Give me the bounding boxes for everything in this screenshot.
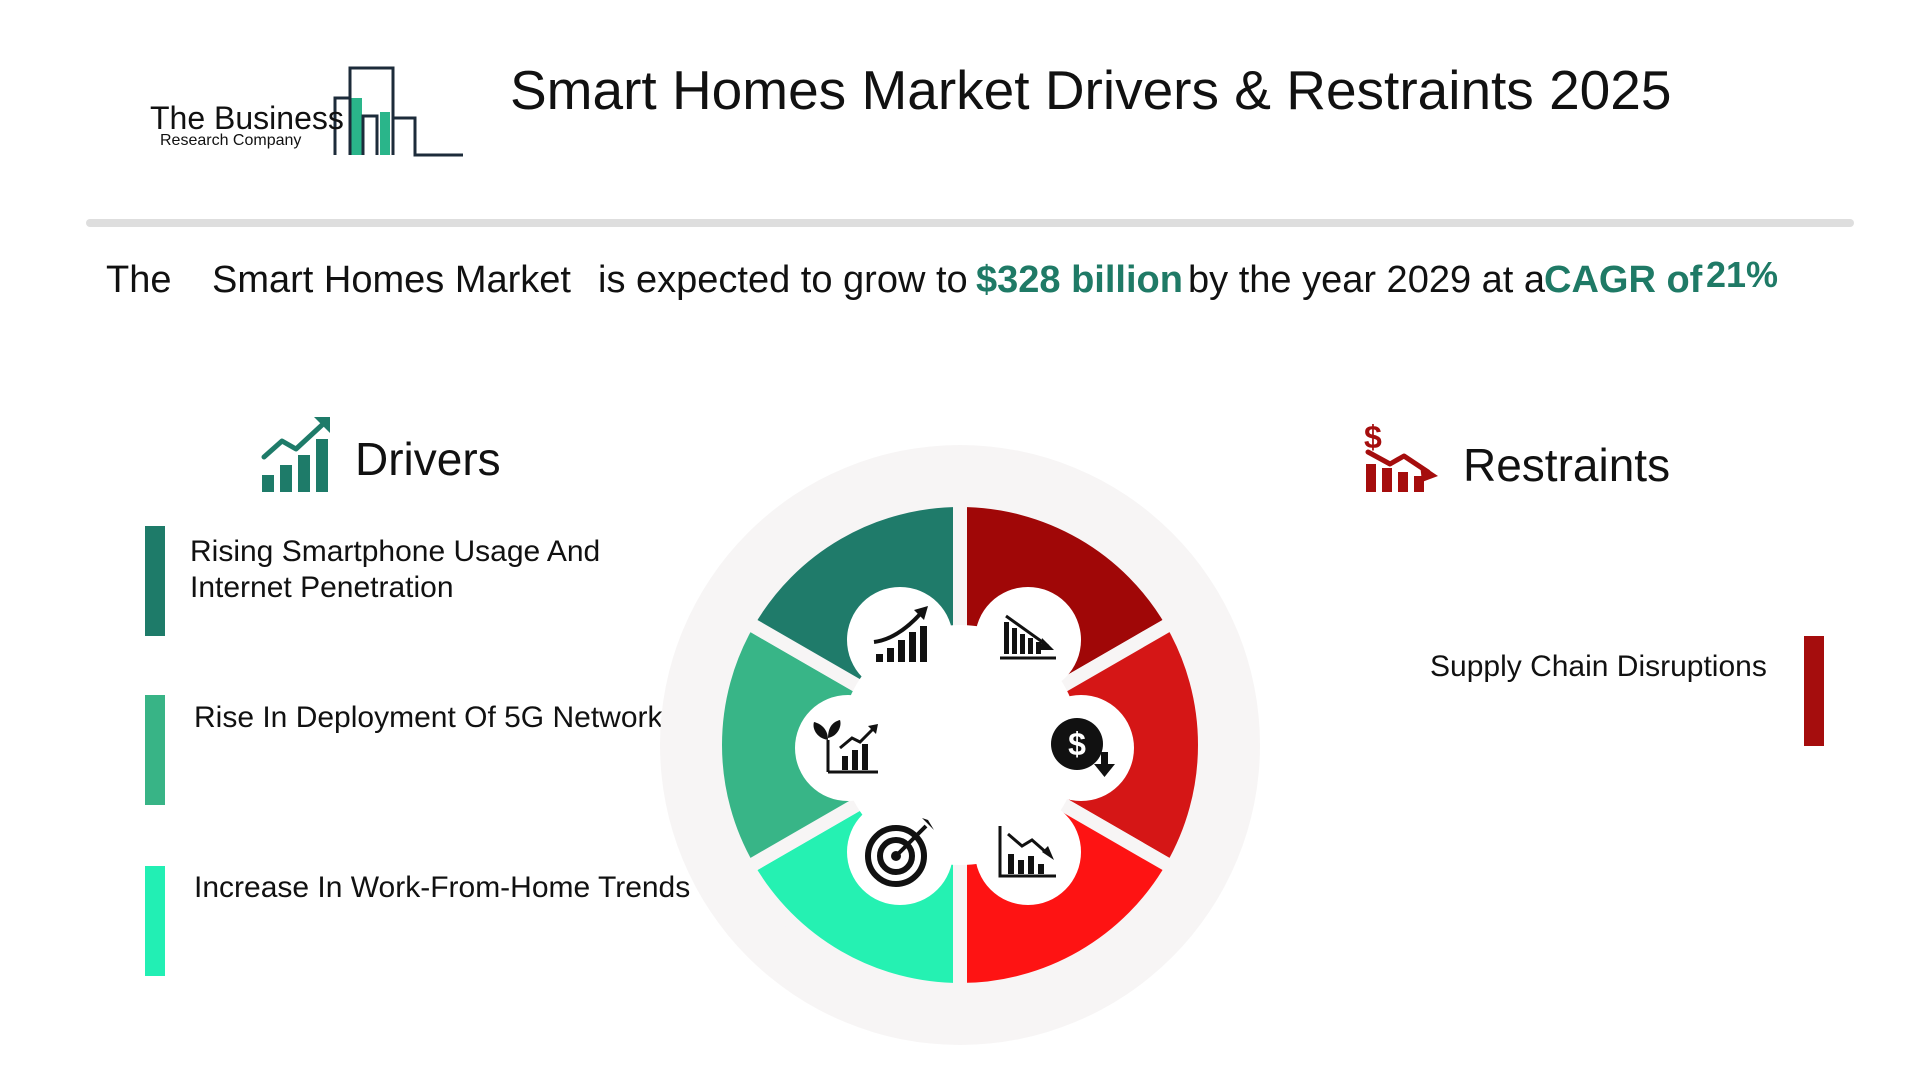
bar-chart-down-icon — [975, 587, 1081, 693]
company-logo: The Business Research Company — [145, 60, 475, 165]
plant-growth-chart-icon — [795, 695, 901, 801]
header-divider — [86, 219, 1854, 227]
restraints-decline-icon: $ — [1364, 419, 1438, 492]
driver-1-line-1: Rising Smartphone Usage And — [190, 535, 601, 568]
drivers-growth-icon — [261, 417, 330, 492]
logo-line-1: The Business — [150, 100, 344, 136]
summary-cagr-value: 21% — [1706, 254, 1779, 295]
driver-1-bar — [145, 526, 165, 636]
driver-1: Rising Smartphone Usage And Internet Pen… — [190, 534, 600, 606]
summary-prefix: The — [106, 259, 172, 301]
driver-2-bar — [145, 695, 165, 805]
growth-chart-icon — [847, 587, 953, 693]
chart-decline-icon — [975, 799, 1081, 905]
logo-line-2: Research Company — [160, 132, 302, 149]
svg-text:$: $ — [1364, 419, 1382, 455]
driver-1-line-2: Internet Penetration — [190, 571, 454, 604]
dollar-down-icon: $ — [1028, 695, 1134, 801]
summary-market-value: $328 billion — [976, 259, 1183, 301]
driver-2: Rise In Deployment Of 5G Networks — [194, 701, 678, 734]
driver-3-bar — [145, 866, 165, 976]
driver-3: Increase In Work-From-Home Trends — [194, 871, 691, 904]
restraints-heading: Restraints — [1463, 439, 1671, 491]
summary-cagr-label: CAGR of — [1544, 259, 1703, 301]
svg-text:$: $ — [1068, 726, 1086, 762]
target-icon — [847, 799, 953, 905]
restraint-1: Supply Chain Disruptions — [1430, 650, 1767, 683]
page-title: Smart Homes Market Drivers & Restraints … — [510, 59, 1672, 121]
drivers-heading: Drivers — [355, 433, 501, 485]
restraint-1-bar — [1804, 636, 1824, 746]
summary-market-name: Smart Homes Market — [212, 259, 571, 301]
drivers-restraints-wheel: $ — [660, 445, 1260, 1045]
logo-buildings-icon — [333, 66, 463, 157]
summary-middle-text: is expected to grow to — [598, 259, 968, 301]
summary-year-text: by the year 2029 at a — [1188, 259, 1546, 301]
